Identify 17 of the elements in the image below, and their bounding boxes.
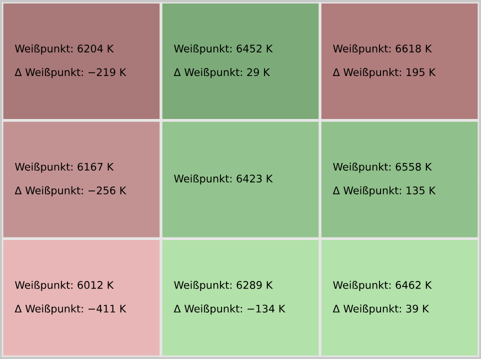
data-label: Δ Weißpunkt: 135 K bbox=[332, 186, 436, 196]
data-label: Weißpunkt: 6167 K bbox=[14, 162, 114, 173]
data-label: Weißpunkt: 6452 K bbox=[174, 44, 273, 54]
data-label: Δ Weißpunkt: 195 K bbox=[332, 68, 436, 78]
data-label: Weißpunkt: 6204 K bbox=[14, 44, 114, 54]
data-label: Δ Weißpunkt: 29 K bbox=[174, 68, 270, 78]
data-label: Weißpunkt: 6289 K bbox=[174, 280, 273, 291]
data-label: Δ Weißpunkt: −219 K bbox=[14, 68, 126, 78]
data-label: Weißpunkt: 6423 K bbox=[174, 174, 273, 185]
data-label: Δ Weißpunkt: 39 K bbox=[332, 304, 430, 315]
data-label: Δ Weißpunkt: −134 K bbox=[174, 304, 286, 315]
data-label: Weißpunkt: 6558 K bbox=[333, 162, 432, 173]
data-label: Δ Weißpunkt: −256 K bbox=[14, 186, 126, 196]
data-label: Δ Weißpunkt: −411 K bbox=[14, 304, 126, 315]
data-label: Weißpunkt: 6618 K bbox=[333, 44, 432, 54]
data-label: Weißpunkt: 6012 K bbox=[14, 280, 114, 291]
data-label: Weißpunkt: 6462 K bbox=[333, 280, 432, 291]
